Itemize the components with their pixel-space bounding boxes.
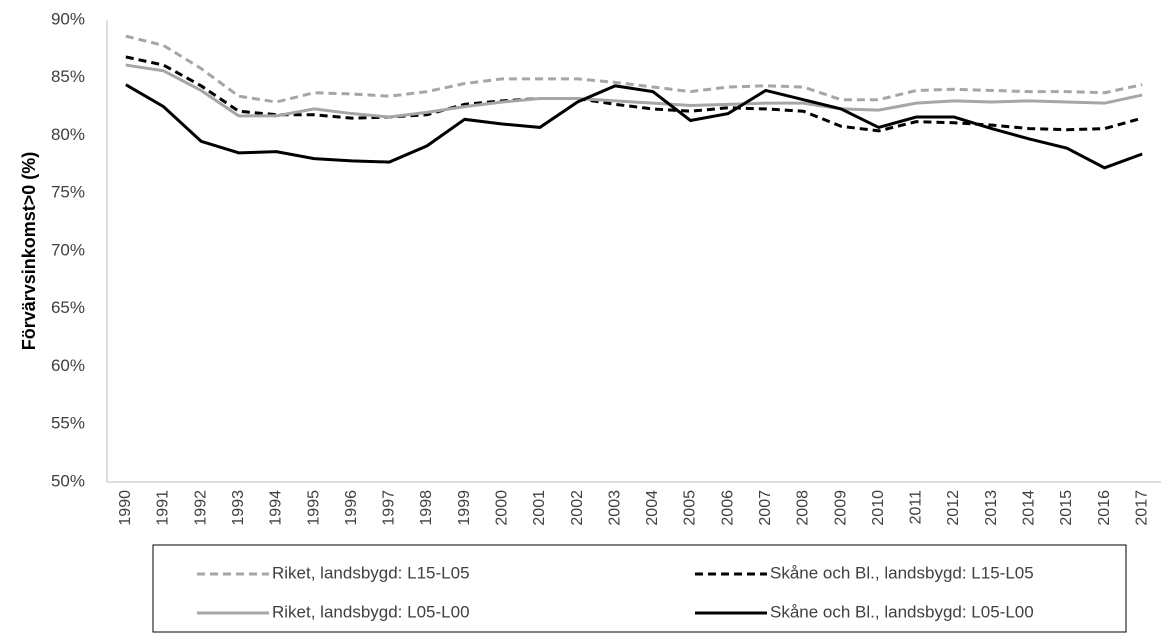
series-line	[125, 55, 1143, 133]
series-line	[125, 34, 1143, 104]
y-tick-label: 80%	[51, 125, 85, 144]
x-tick-label: 2006	[719, 490, 736, 526]
y-tick-label: 55%	[51, 414, 85, 433]
x-tick-label: 2014	[1020, 490, 1037, 526]
x-tick-label: 2008	[795, 490, 812, 526]
y-tick-label: 70%	[51, 240, 85, 259]
legend-box	[152, 544, 1127, 633]
x-tick-label: 1994	[268, 490, 285, 526]
x-tick-label: 2005	[682, 490, 699, 526]
legend-label: Riket, landsbygd: L15-L05	[272, 563, 470, 582]
x-tick-label: 2017	[1133, 490, 1150, 526]
x-tick-label: 2009	[832, 490, 849, 526]
y-tick-label: 65%	[51, 298, 85, 317]
x-tick-label: 2011	[908, 490, 925, 525]
x-tick-label: 1996	[343, 490, 360, 526]
legend-label: Skåne och Bl., landsbygd: L15-L05	[770, 563, 1034, 582]
x-tick-label: 2000	[493, 490, 510, 526]
legend-label: Skåne och Bl., landsbygd: L05-L00	[770, 602, 1034, 621]
x-tick-label: 2007	[757, 490, 774, 526]
y-tick-label: 85%	[51, 67, 85, 86]
x-tick-label: 2010	[870, 490, 887, 526]
x-tick-label: 2002	[569, 490, 586, 526]
x-tick-label: 2015	[1058, 490, 1075, 526]
series-line	[125, 83, 1143, 170]
y-tick-label: 90%	[51, 9, 85, 28]
y-tick-label: 60%	[51, 356, 85, 375]
y-tick-label: 75%	[51, 183, 85, 202]
x-tick-label: 1997	[381, 490, 398, 526]
x-tick-label: 1998	[418, 490, 435, 526]
x-tick-label: 2001	[531, 490, 548, 526]
x-tick-label: 2003	[606, 490, 623, 526]
x-tick-label: 2016	[1096, 490, 1113, 526]
x-tick-label: 1992	[192, 490, 209, 526]
x-tick-label: 1990	[117, 490, 134, 526]
y-tick-label: 50%	[51, 471, 85, 490]
x-tick-label: 2013	[983, 490, 1000, 526]
x-tick-label: 1999	[456, 490, 473, 526]
series-line	[125, 63, 1143, 119]
x-tick-label: 1991	[155, 490, 172, 526]
x-tick-label: 2012	[945, 490, 962, 526]
x-tick-label: 1993	[230, 490, 247, 526]
x-tick-label: 2004	[644, 490, 661, 526]
legend-label: Riket, landsbygd: L05-L00	[272, 602, 470, 621]
y-axis-label: Förvärvsinkomst>0 (%)	[19, 152, 39, 351]
x-tick-label: 1995	[305, 490, 322, 526]
